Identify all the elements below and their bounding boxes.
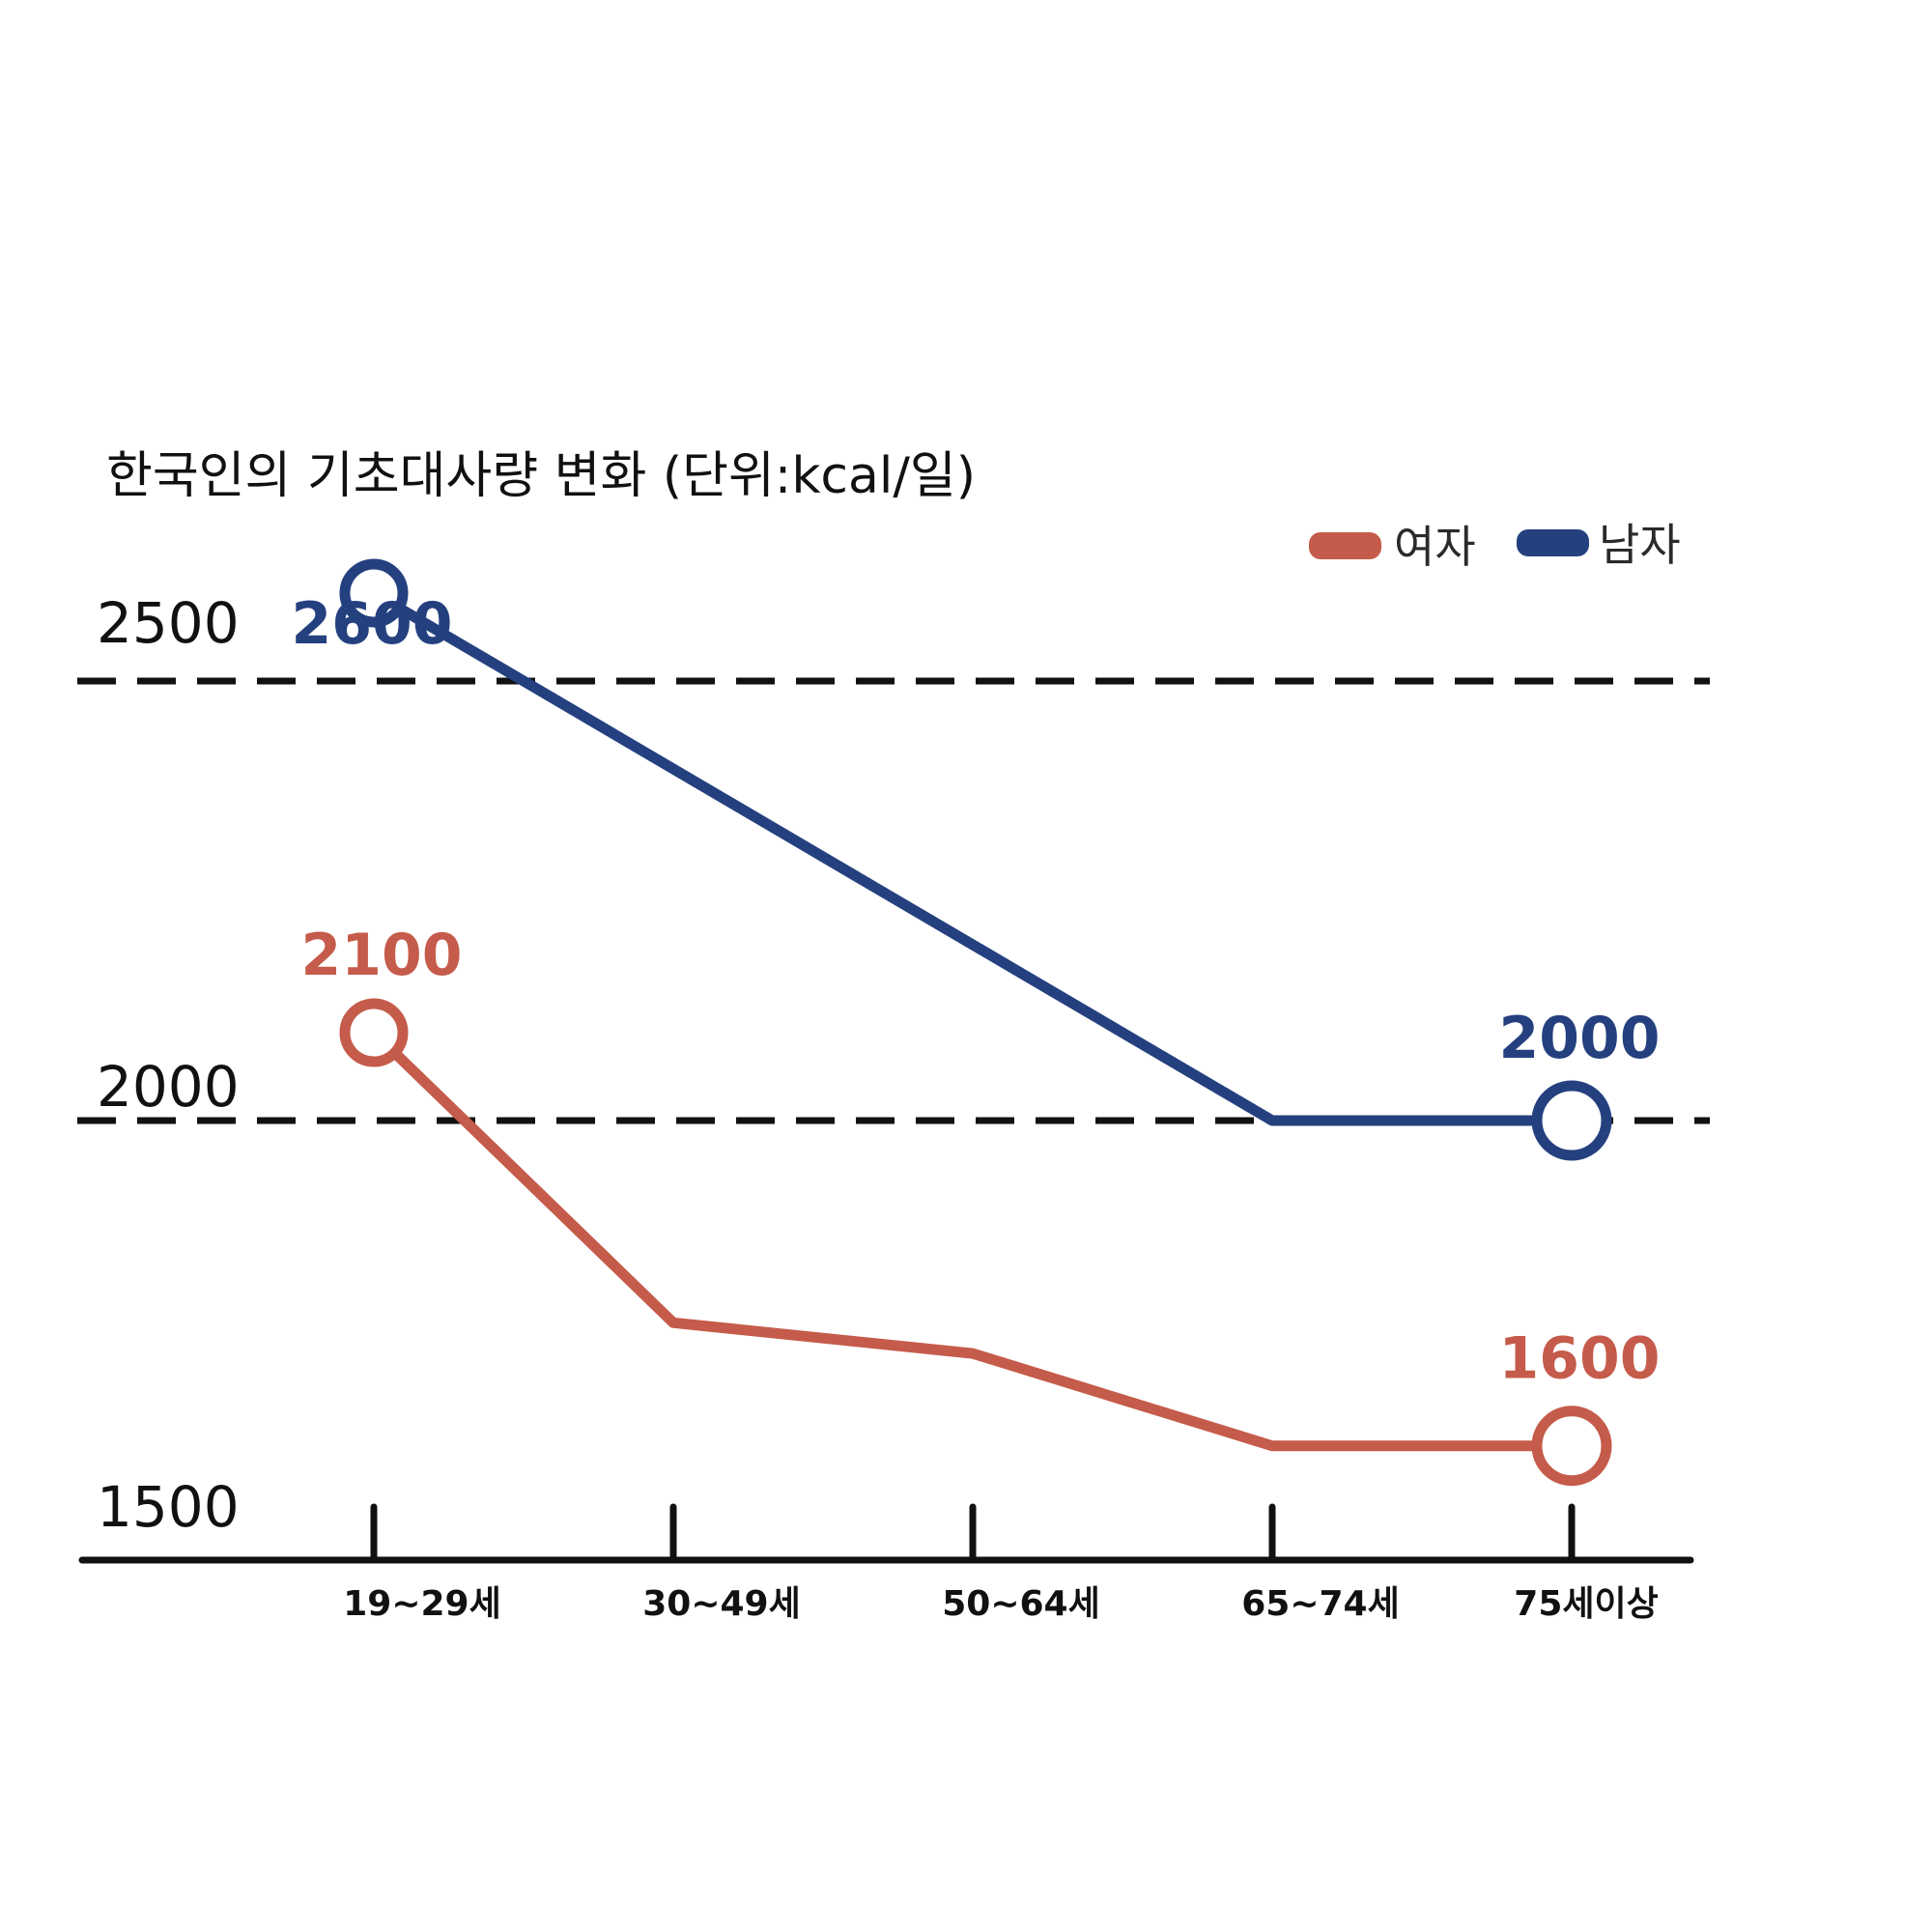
data-label-male: 2000 — [1499, 1005, 1661, 1072]
x-tick-label: 65~74세 — [1241, 1584, 1399, 1624]
point-marker-female — [1531, 1406, 1612, 1487]
x-tick-label: 30~49세 — [642, 1584, 800, 1624]
point-marker-female — [339, 998, 409, 1067]
point-marker-male — [1531, 1080, 1612, 1161]
legend-label-male: 남자 — [1599, 519, 1681, 571]
data-label-female: 1600 — [1499, 1325, 1661, 1393]
series-layer — [339, 558, 1612, 1487]
data-label-male: 2600 — [292, 590, 453, 658]
legend: 여자 남자 — [1309, 519, 1681, 573]
x-tick-label: 50~64세 — [942, 1584, 1099, 1624]
legend-swatch-male — [1517, 529, 1589, 556]
series-line-male — [368, 587, 1577, 1126]
legend-swatch-female — [1309, 532, 1381, 559]
data-labels-layer: 2600 2000 2100 1600 — [292, 590, 1661, 1393]
series-line-female — [368, 1027, 1577, 1452]
x-tick-label: 19~29세 — [343, 1584, 500, 1624]
x-ticks — [370, 1503, 1576, 1561]
x-tick-labels: 19~29세 30~49세 50~64세 65~74세 75세이상 — [343, 1584, 1658, 1624]
chart-title: 한국인의 기초대사량 변화 (단위:kcal/일) — [106, 447, 976, 505]
x-tick-label: 75세이상 — [1514, 1584, 1658, 1624]
y-tick-label-2000: 2000 — [97, 1054, 240, 1120]
legend-label-female: 여자 — [1394, 521, 1476, 573]
y-tick-label-2500: 2500 — [97, 590, 240, 656]
point-marker-male — [339, 558, 409, 628]
y-tick-label-1500: 1500 — [97, 1474, 240, 1540]
data-label-female: 2100 — [301, 922, 463, 989]
